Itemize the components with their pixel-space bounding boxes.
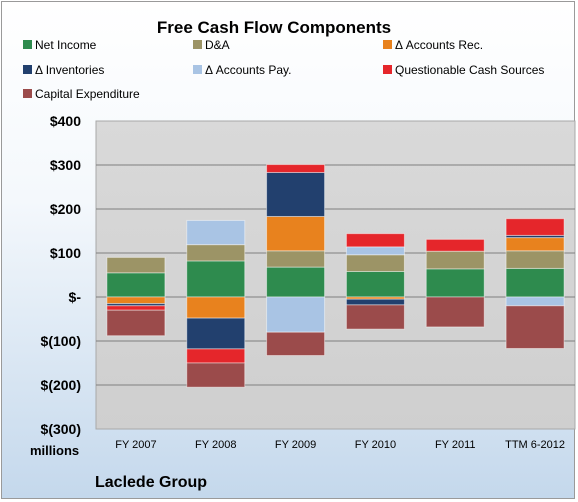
- y-tick-label: $(300): [41, 421, 81, 437]
- bar-capital-expenditure: [266, 331, 326, 357]
- bar-net-income: [106, 272, 166, 298]
- bar-accounts-rec: [186, 296, 246, 319]
- legend-label-accounts-pay: Δ Accounts Pay.: [205, 63, 292, 77]
- bar-accounts-pay: [186, 219, 246, 246]
- x-axis-tick-labels: FY 2007 FY 2008 FY 2009 FY 2010 FY 2011 TTM 6…: [115, 439, 565, 451]
- bar-capital-expenditure: [505, 305, 565, 349]
- legend-label-net-income: Net Income: [35, 38, 97, 52]
- y-tick-label: $200: [50, 201, 81, 217]
- bar-questionable-cash-sources: [266, 164, 326, 173]
- bar-net-income: [505, 267, 565, 298]
- chart-title: Free Cash Flow Components: [157, 18, 391, 37]
- bars: [106, 164, 565, 388]
- x-tick-label: FY 2009: [275, 439, 316, 451]
- legend-label-accounts-rec: Δ Accounts Rec.: [395, 38, 483, 52]
- x-tick-label: FY 2008: [195, 439, 236, 451]
- plot-area: [95, 120, 576, 430]
- grid-lines: [96, 164, 575, 386]
- bar-questionable-cash-sources: [186, 348, 246, 364]
- bar-capital-expenditure: [345, 304, 405, 330]
- bar-d-a: [505, 250, 565, 269]
- y-tick-label: $100: [50, 245, 81, 261]
- bar-accounts-rec: [505, 237, 565, 252]
- bar-capital-expenditure: [106, 309, 166, 337]
- bar-questionable-cash-sources: [425, 238, 485, 252]
- bar-d-a: [266, 250, 326, 268]
- bar-capital-expenditure: [186, 362, 246, 388]
- bar-accounts-pay: [266, 296, 326, 333]
- x-tick-label: FY 2010: [355, 439, 396, 451]
- x-tick-label: TTM 6-2012: [505, 439, 565, 451]
- bar-net-income: [186, 260, 246, 298]
- y-tick-label: $400: [50, 113, 81, 129]
- x-tick-label: FY 2011: [435, 439, 476, 451]
- bar-inventories: [266, 171, 326, 217]
- y-tick-label: $(200): [41, 377, 81, 393]
- legend: Net Income D&A Δ Accounts Rec. Δ Inventorie…: [23, 38, 544, 101]
- bar-questionable-cash-sources: [345, 233, 405, 248]
- units-label: millions: [30, 443, 79, 458]
- y-tick-label: $-: [69, 289, 82, 305]
- bar-d-a: [345, 254, 405, 272]
- y-axis-tick-labels: $400 $300 $200 $100 $- $(100) $(200) $(300): [41, 113, 82, 437]
- bar-capital-expenditure: [425, 296, 485, 328]
- bar-inventories: [186, 317, 246, 350]
- bar-accounts-pay: [505, 296, 565, 307]
- y-tick-label: $(100): [41, 333, 81, 349]
- x-tick-label: FY 2007: [115, 439, 156, 451]
- bar-net-income: [345, 270, 405, 298]
- legend-swatch-inventories: [23, 65, 32, 74]
- bar-questionable-cash-sources: [505, 218, 565, 236]
- legend-label-capital-expenditure: Capital Expenditure: [35, 87, 140, 101]
- bar-accounts-rec: [106, 296, 166, 305]
- legend-label-questionable-cash-sources: Questionable Cash Sources: [395, 63, 544, 77]
- bar-d-a: [425, 250, 485, 270]
- bar-questionable-cash-sources: [106, 305, 166, 311]
- legend-swatch-net-income: [23, 40, 32, 49]
- bar-net-income: [266, 266, 326, 298]
- bar-accounts-pay: [345, 246, 405, 256]
- bar-d-a: [106, 256, 166, 274]
- y-tick-label: $300: [50, 157, 81, 173]
- company-label: Laclede Group: [95, 474, 207, 491]
- bar-d-a: [186, 244, 246, 262]
- bar-net-income: [425, 268, 485, 298]
- bar-inventories: [345, 298, 405, 306]
- legend-swatch-accounts-rec: [383, 40, 392, 49]
- legend-swatch-questionable-cash-sources: [383, 65, 392, 74]
- legend-label-d-a: D&A: [205, 38, 230, 52]
- legend-label-inventories: Δ Inventories: [35, 63, 104, 77]
- legend-swatch-d-a: [193, 40, 202, 49]
- bar-accounts-rec: [266, 215, 326, 252]
- legend-swatch-accounts-pay: [193, 65, 202, 74]
- legend-swatch-capital-expenditure: [23, 89, 32, 98]
